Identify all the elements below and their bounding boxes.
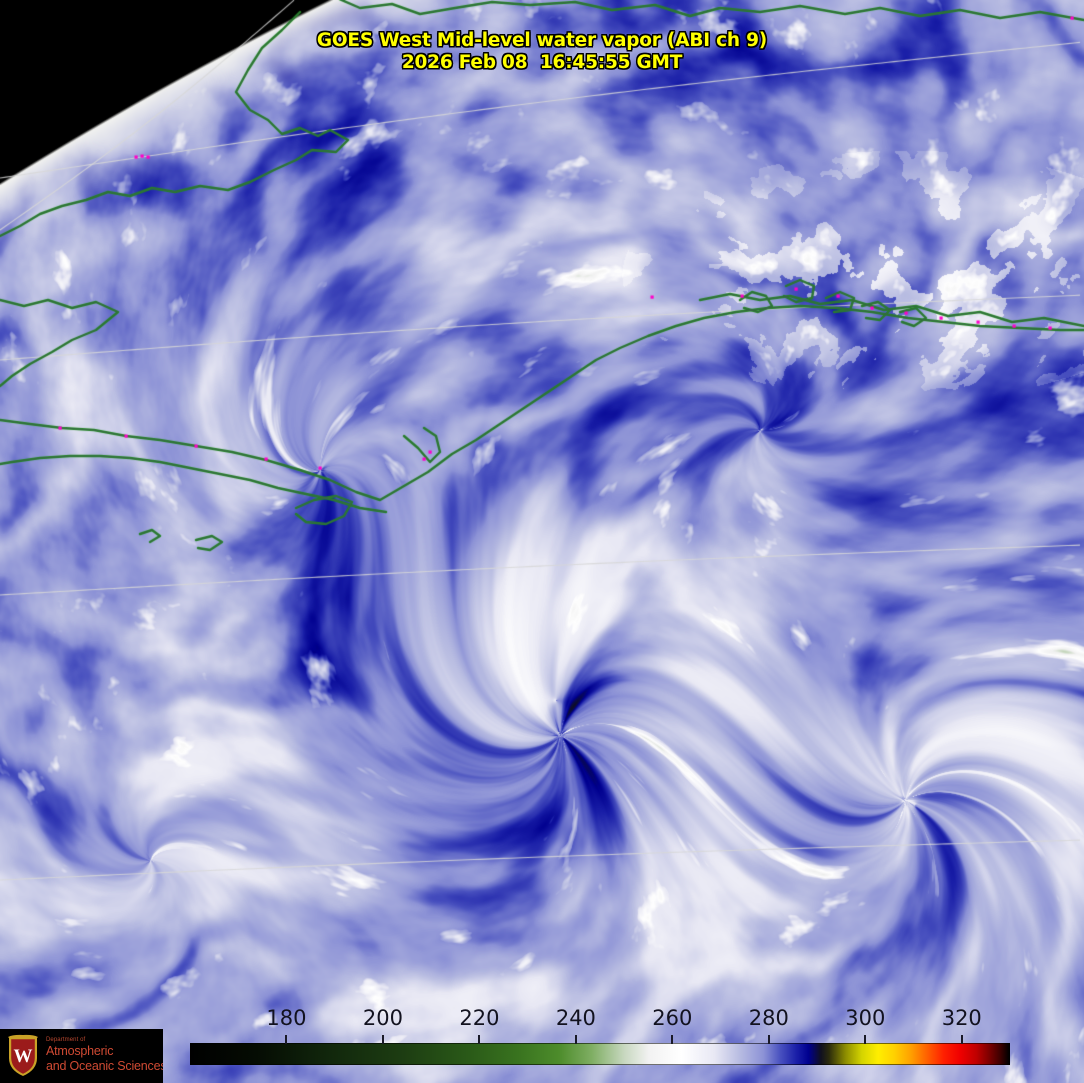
colorbar-label-280: 280 <box>748 1006 789 1030</box>
colorbar-gradient <box>190 1043 1010 1065</box>
colorbar-tick-200 <box>381 1035 384 1044</box>
logo-line-atmospheric: Atmospheric <box>46 1044 114 1058</box>
colorbar-tick-300 <box>864 1035 867 1044</box>
colorbar-tick-280 <box>767 1035 770 1044</box>
colorbar-label-180: 180 <box>266 1006 307 1030</box>
colorbar-label-260: 260 <box>652 1006 693 1030</box>
colorbar-label-320: 320 <box>941 1006 982 1030</box>
uw-aos-logo: W Department of Atmospheric and Oceanic … <box>0 1029 163 1083</box>
colorbar-label-240: 240 <box>555 1006 596 1030</box>
colorbar-label-200: 200 <box>362 1006 403 1030</box>
colorbar-tick-240 <box>574 1035 577 1044</box>
colorbar-tick-320 <box>960 1035 963 1044</box>
logo-department-label: Department of <box>46 1037 86 1043</box>
colorbar-tick-220 <box>478 1035 481 1044</box>
colorbar-tick-labels: 180 200 220 240 260 280 300 320 <box>190 1006 1010 1032</box>
uw-crest-icon: W <box>8 1034 38 1076</box>
colorbar <box>190 1043 1010 1065</box>
colorbar-tick-marks <box>190 1035 1010 1044</box>
colorbar-label-220: 220 <box>459 1006 500 1030</box>
colorbar-tick-260 <box>671 1035 674 1044</box>
logo-text-block: Department of Atmospheric and Oceanic Sc… <box>46 1036 163 1073</box>
logo-line-oceanic: and Oceanic Sciences <box>46 1058 163 1073</box>
colorbar-tick-180 <box>285 1035 288 1044</box>
crest-letter: W <box>14 1046 33 1067</box>
colorbar-label-300: 300 <box>845 1006 886 1030</box>
